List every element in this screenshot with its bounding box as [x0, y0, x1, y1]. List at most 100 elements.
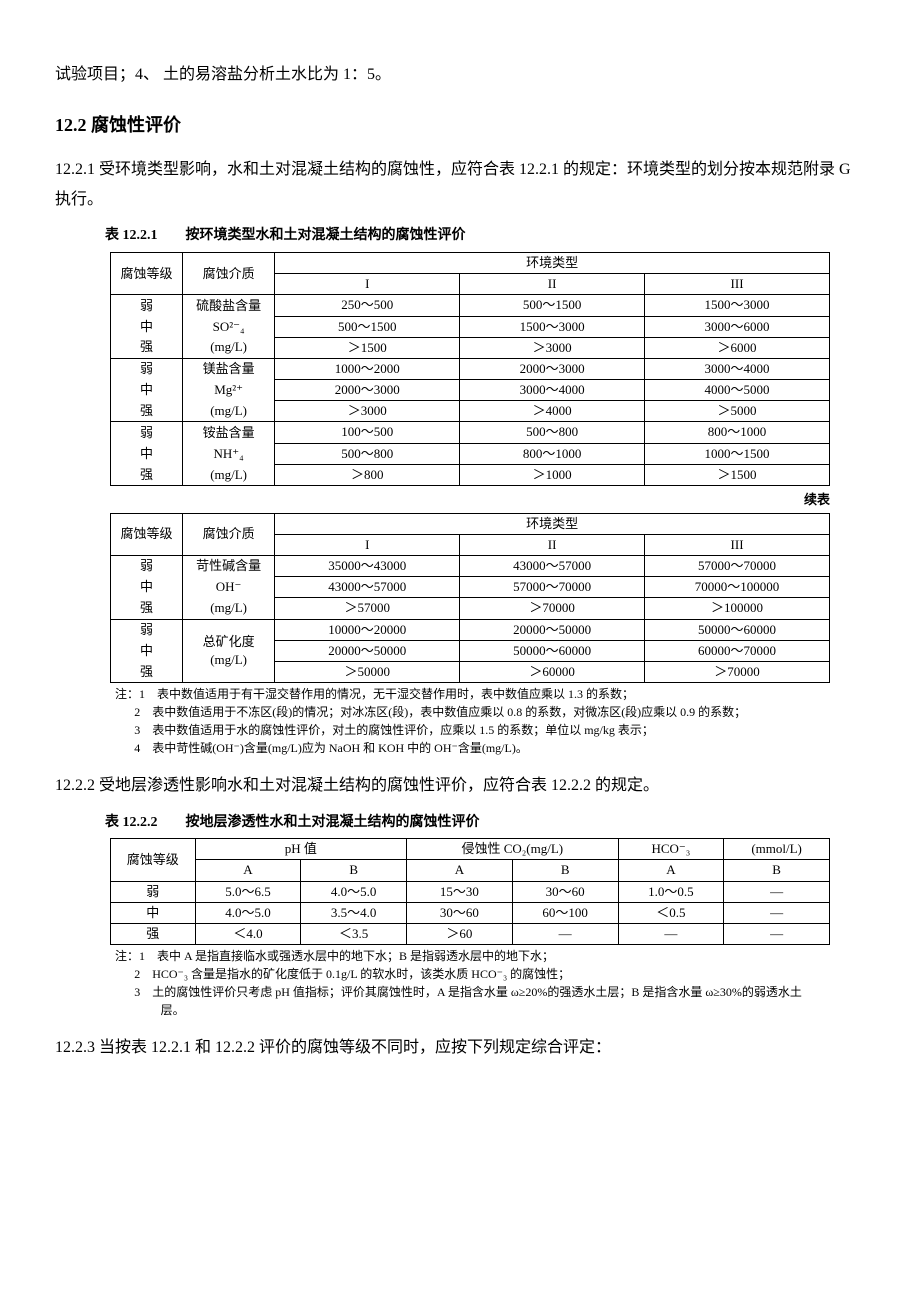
notes-table-12-2-1: 注：1 表中数值适用于有干湿交替作用的情况，无干湿交替作用时，表中数值应乘以 1… [115, 685, 815, 757]
th-sub: B [512, 860, 618, 881]
notes-prefix: 注： [115, 687, 139, 701]
table-12-2-1-continued: 腐蚀等级 腐蚀介质 环境类型 I II III 弱 苛性碱含量 35000～43… [110, 513, 830, 684]
cell: 20000～50000 [460, 619, 645, 640]
note-item: 3 表中数值适用于水的腐蚀性评价，对土的腐蚀性评价，应乘以 1.5 的系数；单位… [115, 721, 815, 739]
cell: 100～500 [275, 422, 460, 443]
cell: 43000～57000 [275, 577, 460, 598]
cell: 30～60 [407, 902, 513, 923]
cell: ＞60000 [460, 662, 645, 683]
cell: ＜4.0 [195, 923, 301, 944]
th-env-1: I [275, 534, 460, 555]
cell: ＞1500 [645, 464, 830, 485]
cell: — [618, 923, 724, 944]
continued-label: 续表 [55, 488, 830, 513]
cell-grade: 强 [111, 337, 183, 358]
th-hco3: HCO⁻₃ [618, 839, 724, 860]
cell: — [724, 923, 830, 944]
cell-grade: 强 [111, 923, 196, 944]
cell: 35000～43000 [275, 556, 460, 577]
table-12-2-1: 腐蚀等级 腐蚀介质 环境类型 I II III 弱 硫酸盐含量 250～500 … [110, 252, 830, 486]
th-env-3: III [645, 274, 830, 295]
cell: ＞70000 [460, 598, 645, 619]
cell-grade: 中 [111, 443, 183, 464]
cell: ＞6000 [645, 337, 830, 358]
cell-grade: 中 [111, 380, 183, 401]
cell: ＞100000 [645, 598, 830, 619]
cell-grade: 弱 [111, 881, 196, 902]
cell: 3.5～4.0 [301, 902, 407, 923]
th-env-2: II [460, 274, 645, 295]
cell-medium: (mg/L) [182, 337, 274, 358]
cell: 50000～60000 [645, 619, 830, 640]
th-grade: 腐蚀等级 [111, 839, 196, 881]
cell-medium: 苛性碱含量 [182, 556, 274, 577]
cell: 2000～3000 [275, 380, 460, 401]
medium-line2: (mg/L) [210, 652, 247, 667]
cell: ＜3.5 [301, 923, 407, 944]
cell: ＞1000 [460, 464, 645, 485]
para-12-2-2: 12.2.2 受地层渗透性影响水和土对混凝土结构的腐蚀性评价，应符合表 12.2… [55, 771, 865, 801]
cell: — [512, 923, 618, 944]
cell: ＞4000 [460, 401, 645, 422]
th-sub: B [301, 860, 407, 881]
cell-medium: 总矿化度 (mg/L) [182, 619, 274, 683]
notes-table-12-2-2: 注：1 表中 A 是指直接临水或强透水层中的地下水；B 是指弱透水层中的地下水；… [115, 947, 815, 1019]
th-env: 环境类型 [275, 252, 830, 273]
th-sub: A [195, 860, 301, 881]
section-12-2-heading: 12.2 腐蚀性评价 [55, 108, 865, 142]
cell-grade: 强 [111, 401, 183, 422]
cell: 800～1000 [645, 422, 830, 443]
intro-text: 试验项目；4、 土的易溶盐分析土水比为 1：5。 [55, 60, 865, 90]
cell: 1000～2000 [275, 358, 460, 379]
th-sub: A [407, 860, 513, 881]
th-medium: 腐蚀介质 [182, 252, 274, 294]
cell: ＞50000 [275, 662, 460, 683]
cell-grade: 弱 [111, 556, 183, 577]
cell: 4000～5000 [645, 380, 830, 401]
cell: 500～1500 [460, 295, 645, 316]
cell-grade: 中 [111, 577, 183, 598]
cell: 60～100 [512, 902, 618, 923]
th-sub: A [618, 860, 724, 881]
cell: 4.0～5.0 [195, 902, 301, 923]
cell: 500～1500 [275, 316, 460, 337]
note-item: 4 表中苛性碱(OH⁻)含量(mg/L)应为 NaOH 和 KOH 中的 OH⁻… [115, 739, 815, 757]
cell-medium: (mg/L) [182, 464, 274, 485]
cell-grade: 弱 [111, 422, 183, 443]
cell: ＞3000 [460, 337, 645, 358]
cell: 800～1000 [460, 443, 645, 464]
cell-grade: 弱 [111, 358, 183, 379]
cell-grade: 中 [111, 316, 183, 337]
cell: 43000～57000 [460, 556, 645, 577]
cell: ＞60 [407, 923, 513, 944]
cell-medium: (mg/L) [182, 401, 274, 422]
note-item: 2 HCO⁻₃ 含量是指水的矿化度低于 0.1g/L 的软水时，该类水质 HCO… [115, 965, 815, 983]
cell: 1500～3000 [460, 316, 645, 337]
th-sub: B [724, 860, 830, 881]
th-env-3: III [645, 534, 830, 555]
para-12-2-3: 12.2.3 当按表 12.2.1 和 12.2.2 评价的腐蚀等级不同时，应按… [55, 1033, 865, 1063]
cell: 5.0～6.5 [195, 881, 301, 902]
cell: 3000～6000 [645, 316, 830, 337]
th-medium: 腐蚀介质 [182, 513, 274, 555]
cell-grade: 弱 [111, 619, 183, 640]
cell-medium: 硫酸盐含量 [182, 295, 274, 316]
cell: 70000～100000 [645, 577, 830, 598]
cell: 500～800 [275, 443, 460, 464]
cell: 3000～4000 [460, 380, 645, 401]
th-env-2: II [460, 534, 645, 555]
cell: ＞1500 [275, 337, 460, 358]
cell: — [724, 881, 830, 902]
note-item: 3 土的腐蚀性评价只考虑 pH 值指标；评价其腐蚀性时，A 是指含水量 ω≥20… [115, 983, 815, 1019]
cell-grade: 强 [111, 464, 183, 485]
note-item: 1 表中 A 是指直接临水或强透水层中的地下水；B 是指弱透水层中的地下水； [139, 949, 554, 963]
table-12-2-2: 腐蚀等级 pH 值 侵蚀性 CO₂(mg/L) HCO⁻₃ (mmol/L) A… [110, 838, 830, 945]
notes-prefix: 注： [115, 949, 139, 963]
cell-medium: OH⁻ [182, 577, 274, 598]
cell: 50000～60000 [460, 640, 645, 661]
cell: ＞3000 [275, 401, 460, 422]
table-12-2-2-title: 表 12.2.2 按地层渗透性水和土对混凝土结构的腐蚀性评价 [105, 810, 865, 837]
cell: 3000～4000 [645, 358, 830, 379]
cell-medium: 镁盐含量 [182, 358, 274, 379]
cell: 57000～70000 [645, 556, 830, 577]
